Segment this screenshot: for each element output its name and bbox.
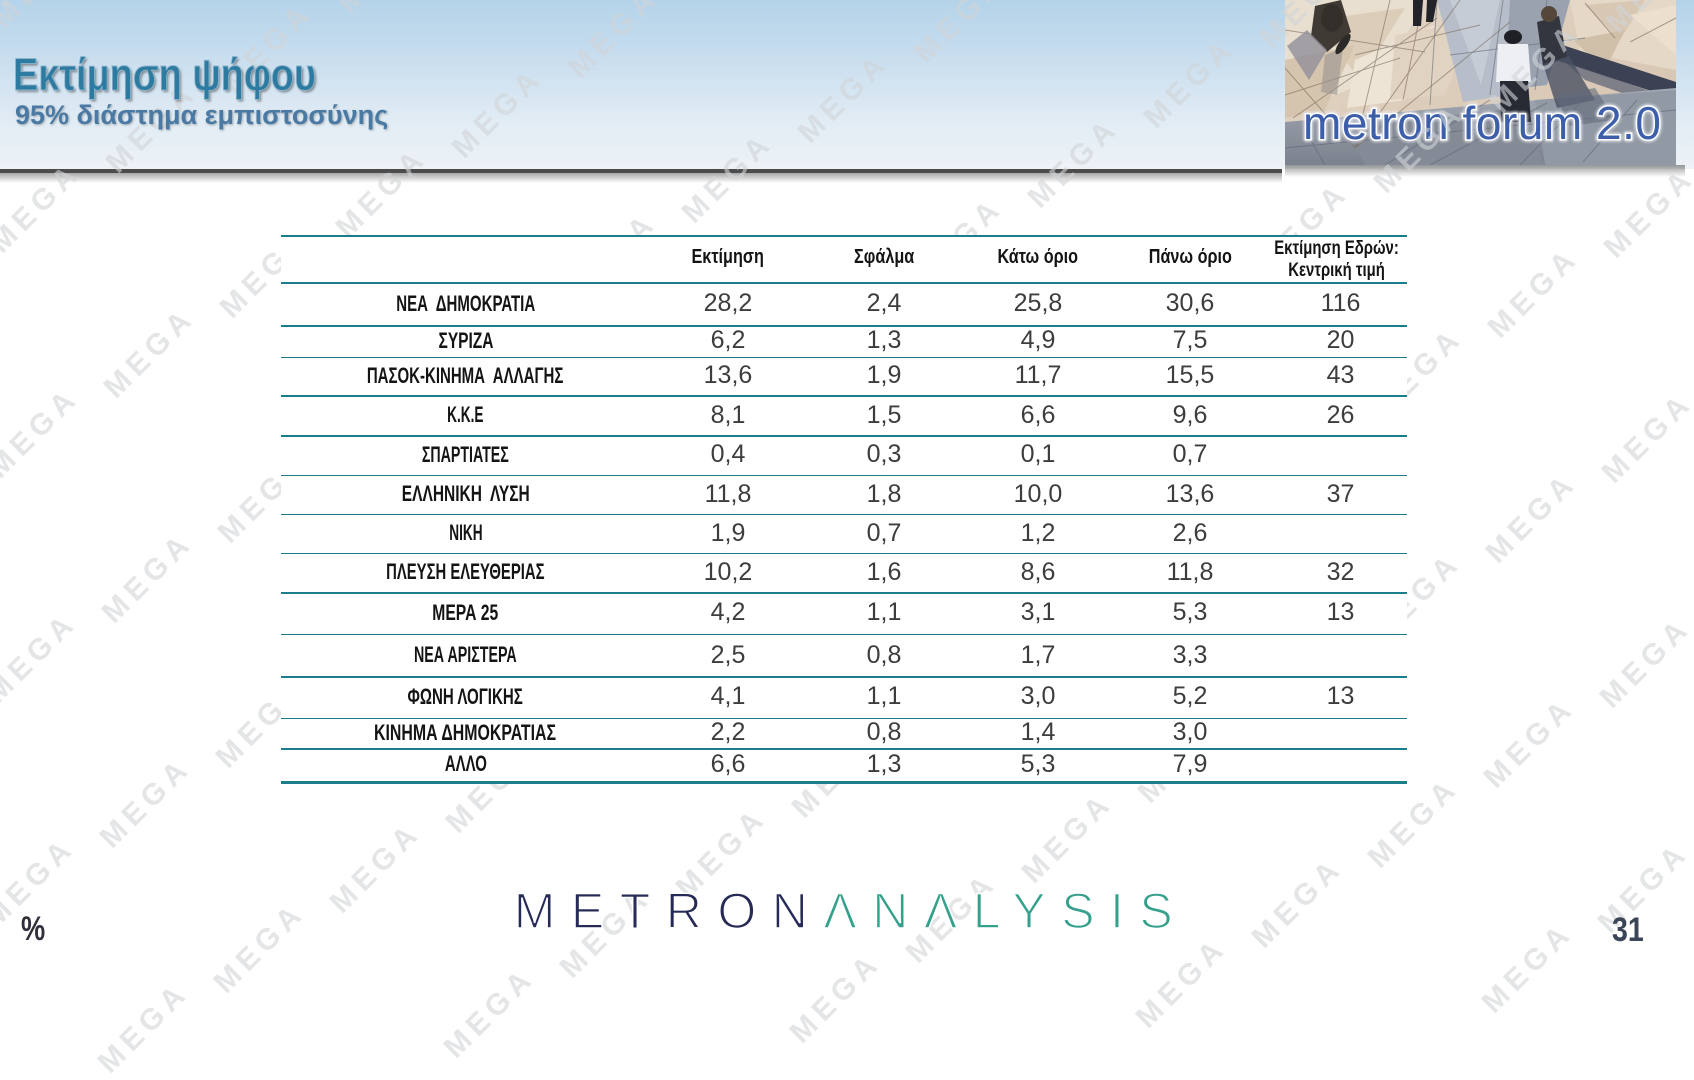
svg-text:metron forum 2.0: metron forum 2.0 <box>1303 97 1661 149</box>
